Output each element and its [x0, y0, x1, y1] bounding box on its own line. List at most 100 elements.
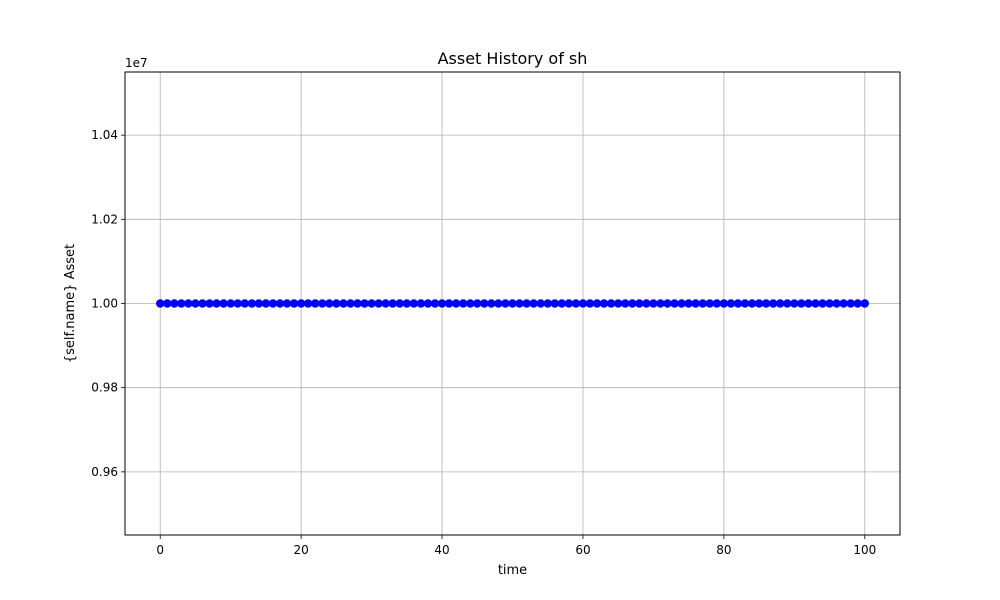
data-point — [719, 299, 729, 308]
data-point — [261, 299, 271, 308]
data-point — [635, 299, 644, 308]
data-point — [839, 299, 848, 308]
data-point — [585, 299, 595, 308]
data-point — [550, 299, 559, 308]
x-tick-label: 80 — [716, 543, 731, 557]
data-point — [198, 299, 207, 308]
series-asset — [156, 299, 869, 308]
data-point — [325, 299, 334, 308]
data-point — [783, 299, 792, 308]
data-point — [860, 299, 869, 308]
data-point — [346, 299, 355, 308]
data-point — [684, 299, 693, 308]
x-axis-label: time — [498, 563, 527, 578]
data-point — [388, 299, 397, 308]
data-point — [536, 299, 545, 308]
data-point — [804, 299, 813, 308]
x-tick-label: 40 — [434, 543, 449, 557]
data-point — [311, 299, 320, 308]
data-point — [177, 299, 186, 308]
data-point — [557, 299, 567, 308]
data-point — [677, 299, 686, 308]
data-point — [832, 299, 841, 308]
data-point — [691, 299, 700, 308]
y-axis: 0.96 0.98 1.00 1.02 1.04 — [91, 128, 125, 479]
data-point — [592, 299, 602, 308]
data-point — [621, 299, 630, 308]
x-tick-label: 20 — [293, 543, 308, 557]
data-point — [642, 299, 651, 308]
data-point — [740, 299, 750, 308]
data-point — [705, 299, 714, 308]
data-point — [613, 299, 623, 308]
data-point — [853, 299, 862, 308]
data-point — [797, 299, 806, 308]
data-point — [360, 299, 369, 308]
data-point — [571, 299, 581, 308]
y-tick-label: 1.04 — [91, 128, 118, 142]
data-point — [240, 299, 249, 308]
y-axis-label: {self.name} Asset — [63, 244, 78, 363]
data-point — [747, 299, 757, 308]
data-point — [761, 299, 771, 308]
data-point — [437, 299, 447, 308]
data-point — [191, 299, 200, 308]
data-point — [247, 299, 257, 308]
data-point — [339, 299, 348, 308]
data-point — [170, 299, 179, 308]
data-point — [289, 299, 299, 308]
data-point — [487, 299, 496, 308]
data-point — [811, 299, 820, 308]
data-point — [818, 299, 827, 308]
data-point — [564, 299, 574, 308]
data-point — [698, 299, 707, 308]
data-point — [296, 299, 306, 308]
y-offset-text: 1e7 — [125, 56, 148, 70]
data-point — [846, 299, 855, 308]
y-tick-label: 0.96 — [91, 465, 118, 479]
data-point — [522, 299, 531, 308]
data-point — [282, 299, 292, 308]
data-point — [656, 299, 665, 308]
data-point — [508, 299, 517, 308]
data-point — [303, 299, 313, 308]
data-point — [163, 299, 172, 308]
data-point — [501, 299, 510, 308]
data-point — [212, 299, 221, 308]
data-point — [649, 299, 658, 308]
data-point — [156, 299, 165, 308]
data-point — [466, 299, 475, 308]
data-point — [473, 299, 482, 308]
data-point — [480, 299, 489, 308]
chart-title: Asset History of sh — [438, 49, 588, 68]
data-point — [226, 299, 235, 308]
data-point — [219, 299, 228, 308]
data-point — [353, 299, 362, 308]
data-point — [416, 299, 426, 308]
data-point — [444, 299, 454, 308]
data-point — [374, 299, 383, 308]
y-tick-label: 1.02 — [91, 212, 118, 226]
data-point — [233, 299, 242, 308]
data-point — [599, 299, 609, 308]
data-point — [184, 299, 193, 308]
data-point — [628, 299, 637, 308]
data-point — [268, 299, 278, 308]
data-point — [515, 299, 524, 308]
data-point — [430, 299, 440, 308]
data-point — [733, 299, 743, 308]
data-point — [205, 299, 214, 308]
data-point — [451, 299, 461, 308]
data-point — [409, 299, 419, 308]
data-point — [663, 299, 672, 308]
data-point — [776, 299, 785, 308]
data-point — [712, 299, 722, 308]
data-point — [367, 299, 376, 308]
data-point — [606, 299, 616, 308]
data-point — [578, 299, 588, 308]
x-tick-label: 0 — [156, 543, 164, 557]
data-point — [254, 299, 264, 308]
data-point — [395, 299, 404, 308]
data-point — [754, 299, 764, 308]
data-point — [275, 299, 285, 308]
